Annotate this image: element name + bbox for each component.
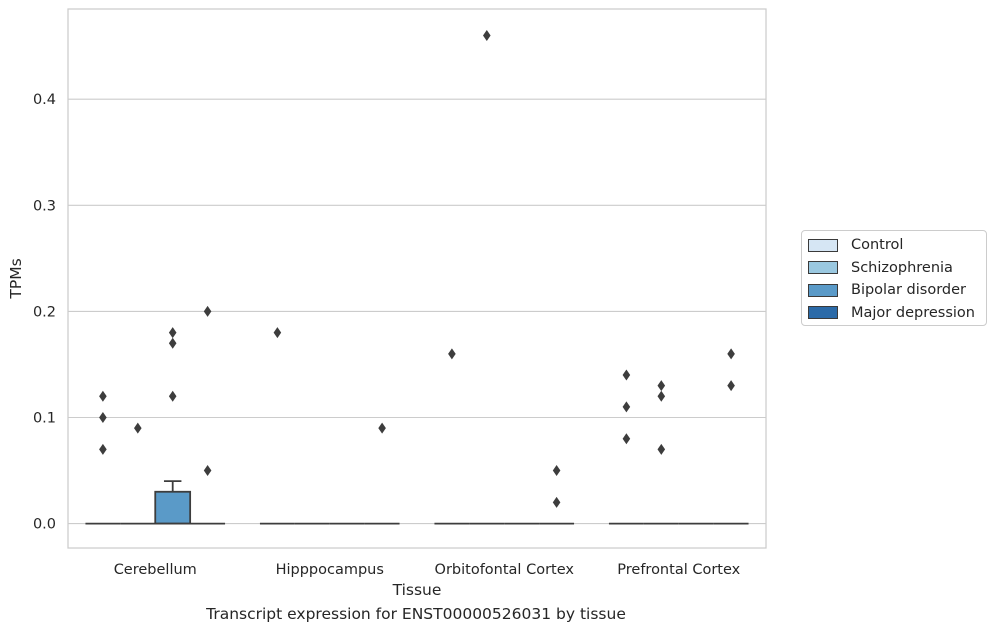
- y-tick-labels: 0.0 0.1 0.2 0.3 0.4: [33, 92, 56, 532]
- legend-item-major-depression: Major depression: [808, 303, 975, 323]
- x-axis-title: Tissue: [392, 581, 442, 599]
- y-tick-label: 0.3: [33, 198, 56, 214]
- outlier-point: [448, 348, 456, 360]
- box-body: [154, 490, 192, 525]
- outlier-point: [203, 305, 212, 317]
- y-tick-label: 0.4: [33, 92, 56, 108]
- box-group: [259, 327, 295, 525]
- outlier-point: [203, 465, 212, 477]
- legend-item-control: Control: [808, 235, 903, 255]
- box-group: [85, 390, 121, 525]
- outlier-point: [727, 380, 735, 392]
- outlier-point: [552, 496, 561, 508]
- x-tick-label: Orbitofontal Cortex: [435, 562, 575, 578]
- x-tick-label: Prefrontal Cortex: [617, 562, 740, 578]
- legend-swatch-schizophrenia: [808, 261, 838, 274]
- outlier-point: [378, 422, 386, 434]
- x-tick-label: Hipppocampus: [276, 562, 384, 578]
- box-group: [539, 465, 575, 525]
- box-group: [434, 348, 470, 525]
- legend-swatch-control: [808, 238, 838, 252]
- outlier-point: [134, 422, 142, 434]
- outlier-point: [622, 369, 631, 381]
- outlier-point: [622, 433, 631, 445]
- box-group: [713, 348, 749, 525]
- legend-swatch-major-depression: [808, 306, 838, 319]
- legend-item-schizophrenia: Schizophrenia: [808, 258, 953, 278]
- outlier-point: [168, 337, 177, 349]
- outlier-point: [727, 348, 735, 360]
- box-group: [469, 30, 505, 525]
- outlier-point: [168, 327, 177, 339]
- outlier-point: [483, 30, 491, 42]
- outlier-point: [273, 327, 282, 339]
- outlier-point: [99, 411, 107, 423]
- box-group: [154, 327, 192, 525]
- outlier-point: [552, 465, 561, 477]
- grid-lines: [68, 98, 766, 525]
- outlier-point: [657, 443, 666, 455]
- legend-label-schizophrenia: Schizophrenia: [851, 259, 953, 276]
- box-group: [608, 369, 644, 525]
- y-tick-label: 0.1: [33, 410, 56, 426]
- box-marks: [85, 30, 749, 525]
- outlier-point: [657, 380, 666, 392]
- x-tick-label: Cerebellum: [114, 562, 197, 578]
- y-tick-label: 0.2: [33, 304, 56, 320]
- outlier-point: [99, 443, 107, 455]
- box-group: [364, 422, 400, 525]
- outlier-point: [99, 390, 107, 402]
- outlier-point: [168, 390, 177, 402]
- legend-label-major-depression: Major depression: [851, 304, 975, 321]
- legend-label-bipolar-disorder: Bipolar disorder: [851, 282, 966, 298]
- legend-label-control: Control: [851, 237, 904, 253]
- plot-frame: [67, 8, 767, 549]
- box-group: [120, 422, 156, 525]
- box-group: [190, 305, 226, 525]
- outlier-point: [657, 390, 666, 402]
- y-tick-label: 0.0: [33, 517, 56, 533]
- legend: Control Schizophrenia Bipolar disorder M…: [801, 230, 987, 326]
- chart-caption: Transcript expression for ENST0000052603…: [206, 605, 626, 623]
- legend-swatch-bipolar-disorder: [808, 283, 838, 297]
- y-axis-title: TPMs: [7, 258, 25, 299]
- outlier-point: [622, 401, 631, 413]
- x-tick-labels: Cerebellum Hipppocampus Orbitofontal Corte…: [114, 562, 741, 578]
- legend-item-bipolar-disorder: Bipolar disorder: [808, 280, 966, 300]
- box-group: [643, 380, 679, 525]
